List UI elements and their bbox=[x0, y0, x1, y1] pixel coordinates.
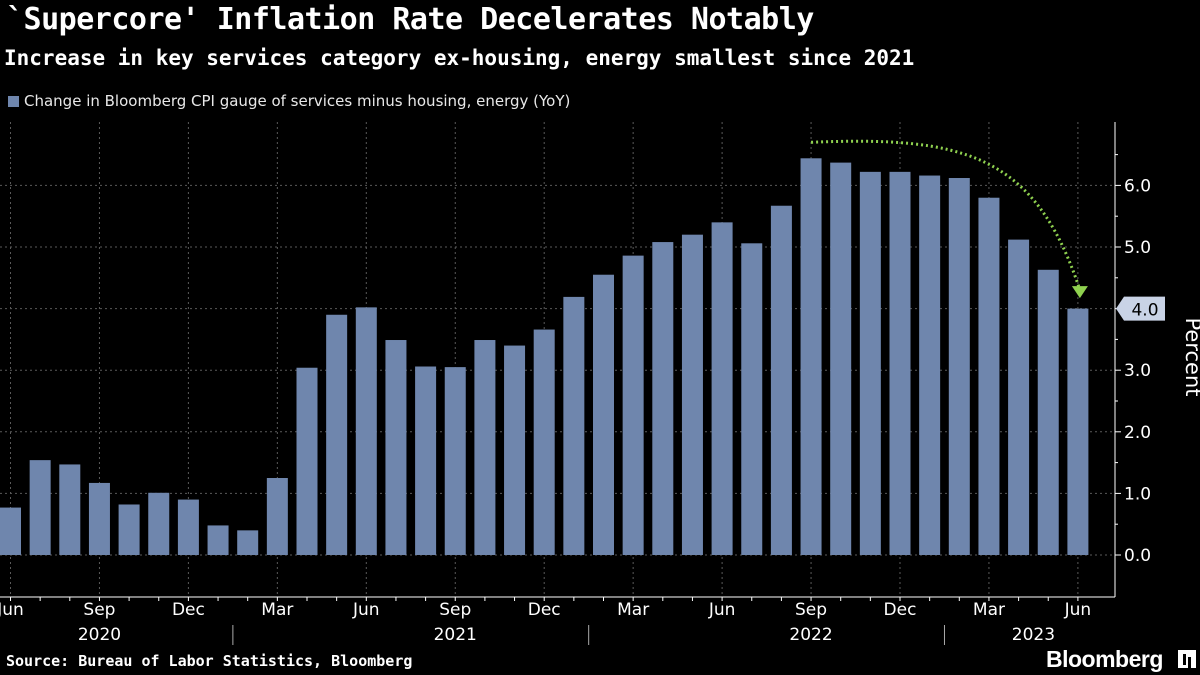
bars bbox=[0, 158, 1089, 556]
bar bbox=[415, 366, 437, 555]
y-tick-label: 6.0 bbox=[1124, 176, 1151, 196]
bar bbox=[385, 340, 407, 555]
bar bbox=[118, 504, 140, 555]
bar bbox=[770, 205, 792, 555]
trend-arrowhead bbox=[1071, 286, 1088, 299]
x-tick-label: Dec bbox=[528, 600, 561, 620]
y-tick-label: 1.0 bbox=[1124, 484, 1151, 504]
x-year-label: 2022 bbox=[789, 625, 832, 645]
x-tick-label: Mar bbox=[617, 600, 649, 620]
bar bbox=[296, 367, 318, 555]
x-tick-label: Jun bbox=[708, 600, 736, 620]
x-tick-label: Sep bbox=[439, 600, 471, 620]
legend: Change in Bloomberg CPI gauge of service… bbox=[8, 92, 570, 110]
x-tick-label: Mar bbox=[261, 600, 293, 620]
x-tick-label: Jun bbox=[1064, 600, 1092, 620]
axes bbox=[0, 122, 1121, 645]
bar bbox=[741, 243, 763, 555]
x-year-label: 2020 bbox=[78, 625, 121, 645]
x-year-label: 2023 bbox=[1012, 625, 1055, 645]
axis-labels: 0.0 1.0 2.0 3.0 4.0 5.0 6.0 Jun Sep Dec Mar Jun Sep D… bbox=[0, 176, 1200, 645]
bar bbox=[88, 482, 110, 555]
annotations: 4.0 bbox=[810, 139, 1165, 321]
legend-label: Change in Bloomberg CPI gauge of service… bbox=[24, 92, 571, 110]
bar bbox=[266, 478, 288, 555]
last-value-label: 4.0 bbox=[1131, 301, 1158, 321]
brand-logo: Bloomberg bbox=[1046, 646, 1163, 672]
bar bbox=[177, 499, 199, 555]
chart-title: `Supercore' Inflation Rate Decelerates N… bbox=[6, 2, 814, 37]
bar bbox=[474, 340, 496, 555]
bar bbox=[622, 255, 644, 555]
legend-swatch bbox=[8, 95, 19, 107]
y-axis-title: Percent bbox=[1181, 317, 1200, 396]
bar bbox=[207, 525, 229, 555]
x-tick-label: Sep bbox=[83, 600, 115, 620]
bar bbox=[444, 367, 466, 555]
bar bbox=[1008, 239, 1030, 555]
chart-subtitle: Increase in key services category ex-hou… bbox=[4, 46, 915, 70]
bar bbox=[355, 307, 377, 555]
bar bbox=[0, 507, 21, 555]
bar bbox=[563, 296, 585, 555]
bar bbox=[830, 162, 852, 555]
bar bbox=[919, 175, 941, 555]
bar bbox=[978, 197, 1000, 555]
bar bbox=[1037, 269, 1059, 555]
x-tick-label: Mar bbox=[973, 600, 1005, 620]
bar bbox=[148, 492, 170, 555]
bar bbox=[237, 530, 259, 555]
source-note: Source: Bureau of Labor Statistics, Bloo… bbox=[6, 652, 413, 670]
y-tick-label: 2.0 bbox=[1124, 423, 1151, 443]
bar bbox=[800, 158, 822, 555]
bar bbox=[711, 222, 733, 556]
y-tick-label: 5.0 bbox=[1124, 238, 1151, 258]
bar bbox=[652, 242, 674, 555]
bar bbox=[593, 274, 614, 555]
bar bbox=[59, 464, 81, 555]
bar bbox=[681, 234, 703, 555]
bar bbox=[889, 171, 911, 555]
bar bbox=[326, 314, 348, 555]
x-year-label: 2021 bbox=[434, 625, 477, 645]
x-tick-label: Jun bbox=[352, 600, 380, 620]
last-value-callout bbox=[1116, 296, 1165, 321]
y-tick-label: 0.0 bbox=[1124, 546, 1151, 566]
bar bbox=[504, 345, 526, 555]
y-tick-label: 3.0 bbox=[1124, 361, 1151, 381]
bar bbox=[859, 171, 881, 555]
x-tick-label: Jun bbox=[0, 600, 24, 620]
bar bbox=[29, 460, 51, 555]
x-tick-label: Sep bbox=[795, 600, 827, 620]
bar bbox=[948, 178, 970, 555]
bar bbox=[533, 329, 555, 555]
x-tick-label: Dec bbox=[172, 600, 205, 620]
bar bbox=[1067, 308, 1089, 555]
trend-arrow bbox=[810, 139, 1082, 291]
bloomberg-terminal-icon bbox=[1178, 650, 1196, 668]
x-tick-label: Dec bbox=[884, 600, 917, 620]
